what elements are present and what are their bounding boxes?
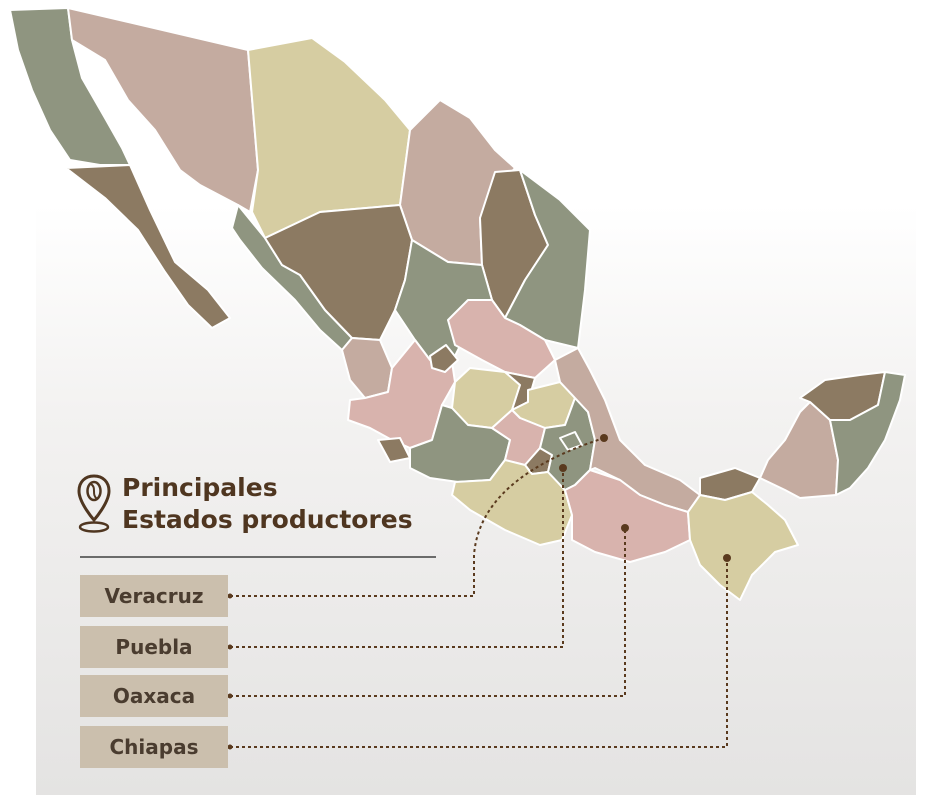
label-oaxaca: Oaxaca: [80, 675, 228, 717]
state-quintana-roo: [829, 371, 906, 496]
state-san-luis-potosi: [447, 299, 556, 379]
leader-line-puebla: [230, 470, 564, 648]
state-nayarit: [341, 337, 393, 399]
legend-title: Principales Estados productores: [76, 472, 413, 536]
leader-lines: [230, 437, 728, 748]
title-divider: [80, 556, 436, 558]
legend-title-line2: Estados productores: [122, 505, 413, 534]
label-chiapas: Chiapas: [80, 726, 228, 768]
leader-markers: [227, 434, 731, 750]
marker-chiapas: [723, 554, 731, 562]
marker-puebla: [559, 464, 567, 472]
legend-title-text: Principales Estados productores: [122, 472, 413, 536]
state-durango: [264, 204, 413, 341]
marker-oaxaca: [621, 524, 629, 532]
marker-label-oaxaca: [227, 693, 233, 699]
marker-label-veracruz: [227, 593, 233, 599]
leader-line-chiapas: [230, 560, 728, 748]
marker-veracruz: [600, 434, 608, 442]
state-chiapas: [687, 491, 799, 601]
state-tlaxcala: [559, 431, 583, 451]
state-baja-california-sur: [65, 164, 231, 329]
marker-label-puebla: [227, 644, 233, 650]
map-pin-coffee-bean-icon: [77, 474, 111, 533]
leader-line-oaxaca: [230, 530, 626, 697]
state-aguascalientes: [429, 344, 459, 373]
legend-title-line1: Principales: [122, 473, 278, 502]
marker-label-chiapas: [227, 744, 233, 750]
label-veracruz: Veracruz: [80, 575, 228, 617]
label-puebla: Puebla: [80, 626, 228, 668]
